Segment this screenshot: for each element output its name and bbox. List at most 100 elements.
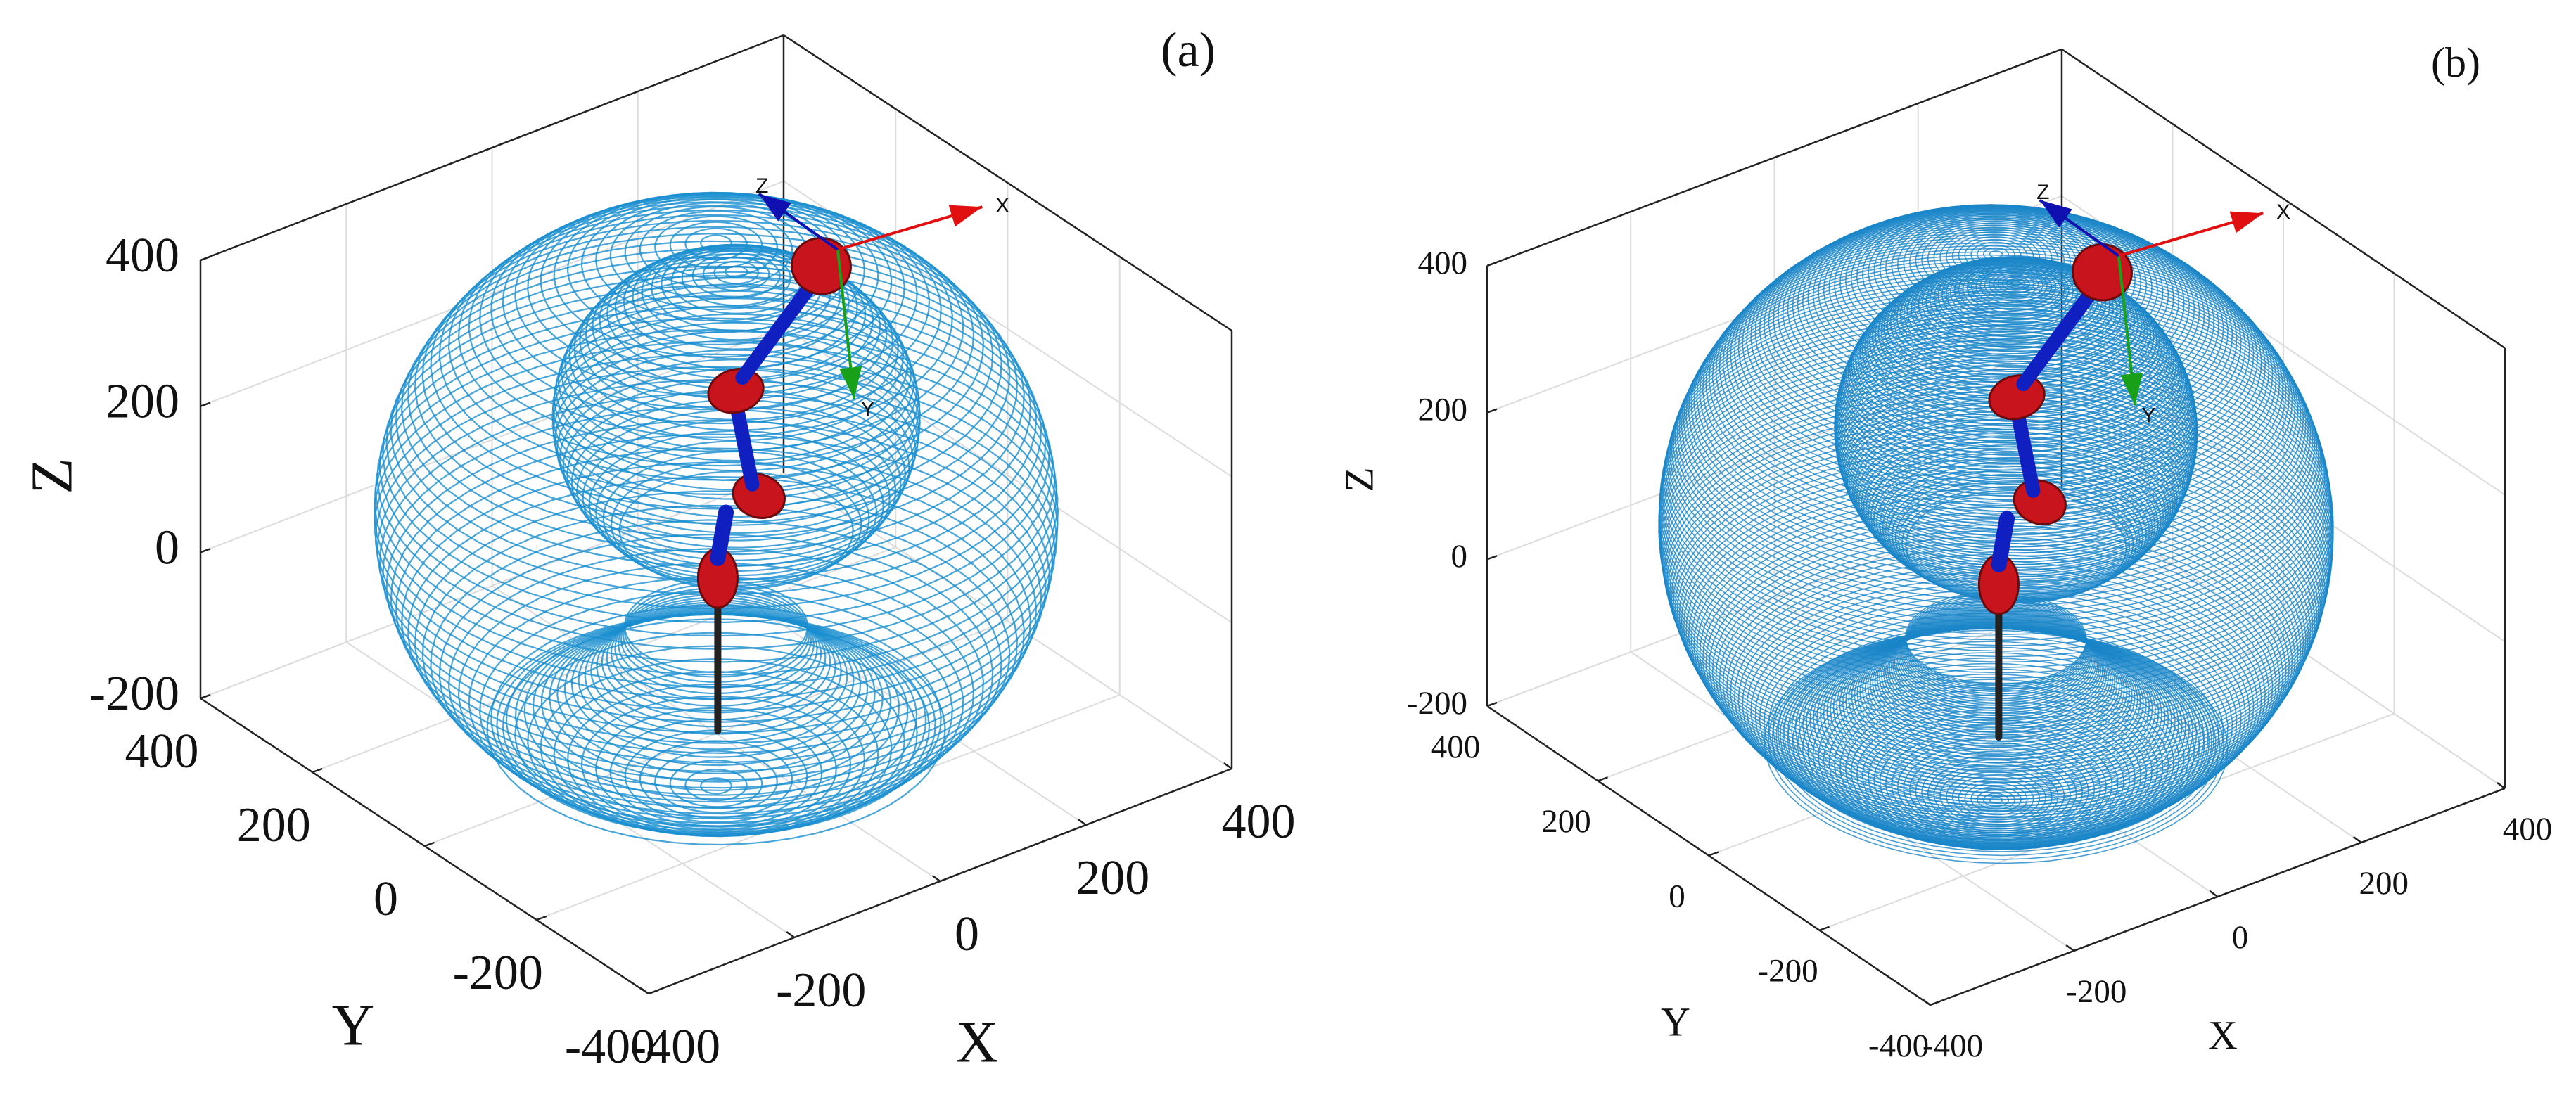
surface-ring	[1750, 214, 2242, 465]
tick-mark	[2497, 781, 2506, 790]
tick-label: -400	[1923, 1027, 1983, 1064]
surface-ring	[1869, 621, 2123, 751]
surface-ring	[447, 209, 985, 481]
surface-ring	[468, 576, 964, 828]
surface-ring	[1664, 413, 2328, 751]
surface-ring	[1975, 266, 2057, 308]
surface-ring	[1857, 277, 2175, 440]
tick-mark	[648, 989, 659, 995]
surface-ring	[430, 219, 1002, 510]
frame-label: X	[2276, 200, 2290, 224]
surface-ring	[414, 233, 1019, 539]
surface-ring	[1823, 673, 2169, 850]
surface-ring	[580, 696, 852, 833]
frame-label: Z	[2036, 181, 2049, 204]
surface-ring	[376, 306, 1056, 651]
tick-mark	[2353, 835, 2362, 844]
surface-ring	[378, 392, 1054, 734]
surface-ring	[1661, 321, 2331, 663]
surface-ring	[1905, 489, 2127, 603]
surface-ring	[438, 214, 994, 496]
surface-ring	[551, 331, 921, 518]
panel: -200 0 200 400 -400 -200 0 200 400 -400 -200 0 200 40…	[19, 23, 1295, 1075]
tick-label: -400	[565, 1020, 655, 1074]
tick-mark	[2209, 890, 2219, 898]
surface-ring	[1899, 607, 2093, 706]
surface-ring	[1733, 221, 2259, 489]
surface-ring	[595, 707, 837, 831]
surface-ring	[1889, 615, 2103, 724]
tick-mark	[1486, 555, 1498, 561]
tick-label: 400	[106, 229, 179, 283]
robot-link	[735, 275, 820, 385]
tick-mark	[1078, 818, 1087, 826]
surface-ring	[1964, 782, 2028, 816]
surface-ring	[1908, 746, 2084, 835]
surface-ring	[1746, 215, 2246, 471]
surface-ring	[578, 609, 855, 750]
surface-ring	[1890, 613, 2102, 722]
surface-ring	[1836, 314, 2195, 498]
surface-ring	[1787, 635, 2205, 849]
surface-ring	[1895, 610, 2097, 714]
surface-ring	[1726, 224, 2266, 501]
tick-label: 400	[2503, 811, 2553, 847]
grid-line	[200, 180, 784, 407]
surface-ring	[1754, 212, 2238, 459]
surface-ring	[1885, 616, 2108, 730]
z-axis-label: Z	[19, 458, 84, 494]
tick-label: -200	[89, 667, 179, 721]
surface-ring	[1685, 260, 2307, 578]
frame-y-head	[2120, 372, 2143, 406]
surface-ring	[596, 605, 836, 728]
surface-ring	[1872, 620, 2120, 748]
surface-ring	[1742, 217, 2250, 477]
surface-ring	[1659, 375, 2333, 719]
tick-mark	[931, 874, 941, 883]
surface-ring	[1764, 210, 2229, 448]
robot-joint	[2072, 243, 2133, 302]
surface-ring	[684, 769, 748, 802]
surface-ring	[1887, 615, 2105, 727]
surface-ring	[1662, 397, 2330, 738]
surface-ring	[1840, 302, 2192, 482]
surface-ring	[1900, 606, 2092, 704]
tick-label: 0	[155, 520, 179, 575]
surface-ring	[590, 607, 842, 735]
tick-label: 0	[955, 907, 979, 961]
surface-ring	[1722, 227, 2270, 506]
surface-ring	[1883, 261, 2148, 397]
tick-mark	[200, 255, 211, 262]
surface-ring	[1898, 482, 2134, 603]
grid-line	[200, 326, 784, 553]
y-axis-label: Y	[332, 992, 375, 1058]
surface-ring	[654, 750, 778, 814]
surface-ring	[1993, 272, 2039, 297]
surface-ring	[623, 244, 850, 360]
tick-mark	[786, 930, 795, 939]
tick-mark	[1223, 762, 1232, 770]
surface-ring	[1674, 447, 2318, 776]
tick-label: -200	[2066, 973, 2127, 1010]
surface-ring	[1835, 320, 2197, 506]
surface-ring	[1864, 271, 2168, 427]
robot-joint	[1988, 374, 2046, 421]
frame-x-head	[948, 205, 983, 227]
tick-mark	[1819, 926, 1830, 931]
grid-line	[200, 473, 784, 699]
tick-mark	[200, 402, 211, 407]
tick-mark	[640, 987, 649, 995]
x-axis-label: X	[956, 1009, 999, 1075]
surface-ring	[1892, 613, 2100, 719]
surface-ring	[554, 349, 919, 534]
surface-ring	[385, 419, 1047, 755]
surface-ring	[1856, 704, 2136, 847]
surface-ring	[1901, 604, 2091, 701]
frame-label: Y	[2142, 404, 2156, 428]
tick-label: 200	[237, 798, 311, 852]
x-axis-label: X	[2208, 1012, 2238, 1058]
surface-ring	[585, 257, 888, 411]
surface-ring	[1845, 290, 2186, 465]
surface-ring	[540, 658, 893, 838]
